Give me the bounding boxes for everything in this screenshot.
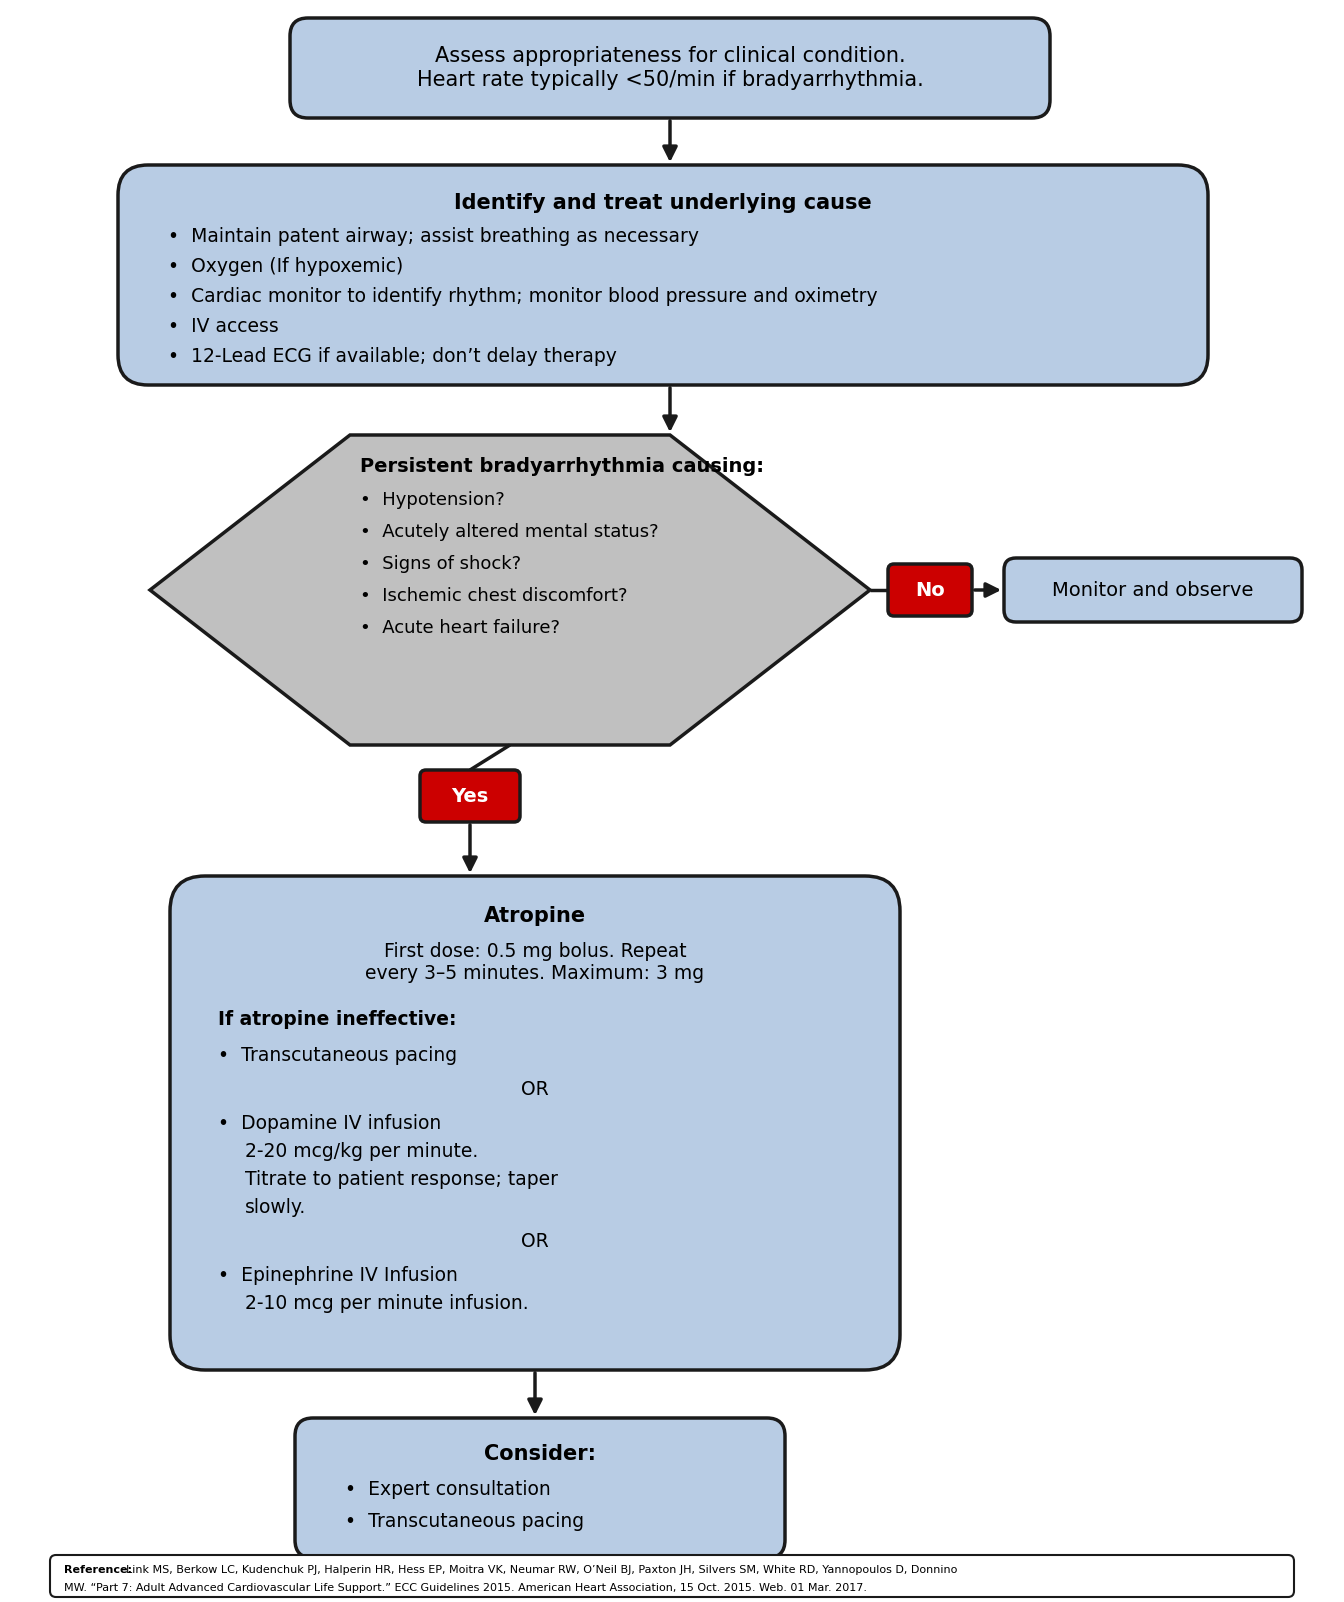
FancyBboxPatch shape: [419, 771, 520, 822]
Text: •  Oxygen (If hypoxemic): • Oxygen (If hypoxemic): [168, 256, 403, 276]
Text: •  IV access: • IV access: [168, 317, 278, 336]
Text: •  Maintain patent airway; assist breathing as necessary: • Maintain patent airway; assist breathi…: [168, 227, 699, 247]
FancyBboxPatch shape: [290, 18, 1050, 119]
Text: Assess appropriateness for clinical condition.
Heart rate typically <50/min if b: Assess appropriateness for clinical cond…: [417, 46, 923, 90]
FancyBboxPatch shape: [888, 564, 972, 617]
FancyBboxPatch shape: [1004, 557, 1302, 622]
Text: 2-20 mcg/kg per minute.: 2-20 mcg/kg per minute.: [245, 1142, 478, 1161]
Text: MW. “Part 7: Adult Advanced Cardiovascular Life Support.” ECC Guidelines 2015. A: MW. “Part 7: Adult Advanced Cardiovascul…: [65, 1583, 867, 1592]
FancyBboxPatch shape: [169, 876, 900, 1370]
Polygon shape: [151, 436, 870, 745]
FancyBboxPatch shape: [118, 165, 1208, 384]
Text: 2-10 mcg per minute infusion.: 2-10 mcg per minute infusion.: [245, 1294, 528, 1314]
Text: First dose: 0.5 mg bolus. Repeat
every 3–5 minutes. Maximum: 3 mg: First dose: 0.5 mg bolus. Repeat every 3…: [366, 942, 704, 984]
Text: •  Signs of shock?: • Signs of shock?: [360, 554, 521, 574]
Text: •  Transcutaneous pacing: • Transcutaneous pacing: [345, 1512, 585, 1532]
Text: •  Dopamine IV infusion: • Dopamine IV infusion: [218, 1113, 441, 1133]
Text: Atropine: Atropine: [484, 907, 586, 926]
Text: •  Epinephrine IV Infusion: • Epinephrine IV Infusion: [218, 1266, 458, 1285]
FancyBboxPatch shape: [294, 1418, 785, 1559]
Text: If atropine ineffective:: If atropine ineffective:: [218, 1009, 457, 1028]
Text: •  Acute heart failure?: • Acute heart failure?: [360, 618, 560, 638]
Text: Yes: Yes: [452, 787, 489, 806]
Text: •  12-Lead ECG if available; don’t delay therapy: • 12-Lead ECG if available; don’t delay …: [168, 348, 617, 365]
Text: OR: OR: [521, 1232, 548, 1251]
Text: Titrate to patient response; taper: Titrate to patient response; taper: [245, 1169, 558, 1189]
Text: No: No: [915, 580, 945, 599]
FancyBboxPatch shape: [50, 1556, 1294, 1597]
Text: Identify and treat underlying cause: Identify and treat underlying cause: [454, 192, 872, 213]
Text: Reference:: Reference:: [65, 1565, 136, 1575]
Text: •  Expert consultation: • Expert consultation: [345, 1480, 551, 1499]
Text: Persistent bradyarrhythmia causing:: Persistent bradyarrhythmia causing:: [360, 457, 763, 476]
Text: •  Hypotension?: • Hypotension?: [360, 490, 505, 509]
Text: •  Transcutaneous pacing: • Transcutaneous pacing: [218, 1046, 457, 1065]
Text: •  Acutely altered mental status?: • Acutely altered mental status?: [360, 522, 659, 541]
Text: slowly.: slowly.: [245, 1198, 306, 1218]
Text: Consider:: Consider:: [484, 1443, 595, 1464]
Text: Monitor and observe: Monitor and observe: [1052, 580, 1254, 599]
Text: Link MS, Berkow LC, Kudenchuk PJ, Halperin HR, Hess EP, Moitra VK, Neumar RW, O’: Link MS, Berkow LC, Kudenchuk PJ, Halper…: [126, 1565, 957, 1575]
Text: •  Ischemic chest discomfort?: • Ischemic chest discomfort?: [360, 586, 628, 606]
Text: OR: OR: [521, 1080, 548, 1099]
Text: •  Cardiac monitor to identify rhythm; monitor blood pressure and oximetry: • Cardiac monitor to identify rhythm; mo…: [168, 287, 878, 306]
